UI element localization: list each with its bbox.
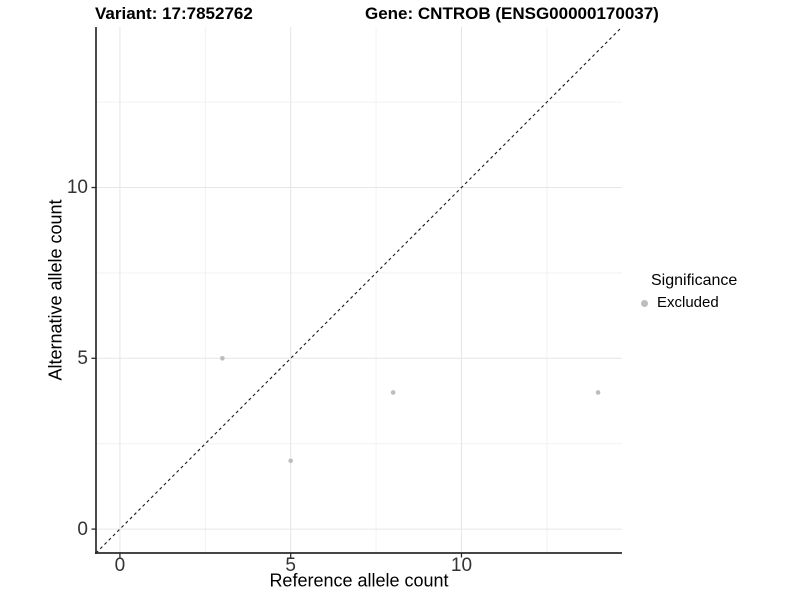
- x-tick-label: 5: [285, 555, 296, 576]
- x-tick-label: 10: [450, 555, 473, 576]
- legend-title: Significance: [651, 272, 738, 289]
- legend-item-label: Excluded: [657, 294, 719, 311]
- data-point: [220, 356, 225, 361]
- plot-title-gene: Gene: CNTROB (ENSG00000170037): [365, 4, 659, 23]
- data-point: [288, 458, 293, 464]
- identity-reference-line: [95, 26, 623, 554]
- x-tick-label: 0: [114, 555, 126, 576]
- y-tick-label: 5: [77, 347, 88, 369]
- x-axis-title: Reference allele count: [269, 570, 449, 591]
- legend-point-icon: [641, 299, 648, 307]
- plot-title-variant: Variant: 17:7852762: [95, 4, 253, 23]
- data-point: [595, 390, 601, 395]
- y-tick-label: 10: [66, 177, 88, 199]
- legend: Significance Excluded: [638, 271, 737, 312]
- legend-item-excluded: Excluded: [638, 294, 737, 312]
- data-point: [390, 390, 396, 395]
- y-axis-title: Alternative allele count: [45, 199, 66, 381]
- y-tick-label: 0: [77, 518, 88, 540]
